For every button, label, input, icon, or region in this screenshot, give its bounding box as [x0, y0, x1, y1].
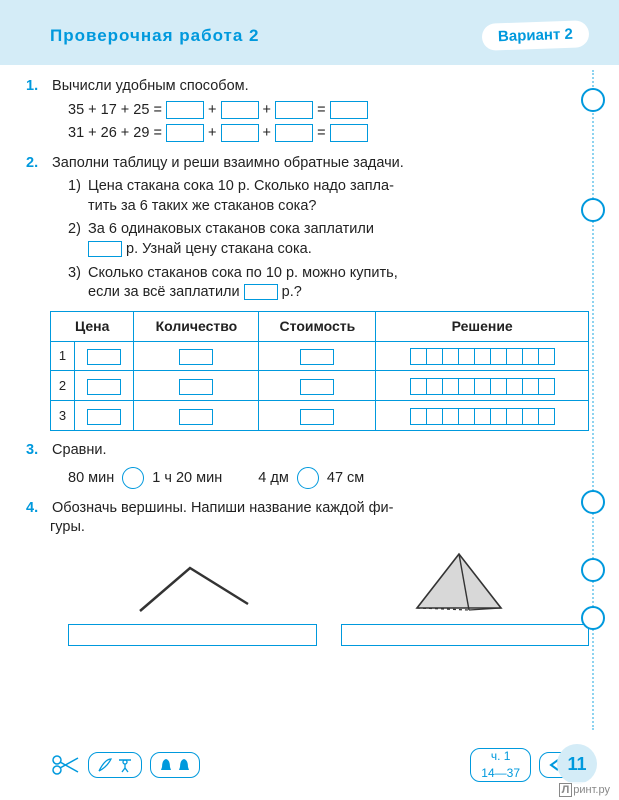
cell-blank[interactable] [300, 349, 334, 365]
answer-blank[interactable] [330, 101, 368, 119]
table-header-row: Цена Количество Стоимость Решение [51, 311, 589, 341]
figures-row [50, 546, 589, 618]
page-number: 11 [557, 744, 597, 784]
angle-figure [120, 556, 260, 618]
compare-line: 80 мин 1 ч 20 мин 4 дм 47 см [68, 467, 589, 489]
subtask-2: 2)За 6 одинаковых стаканов сока заплатил… [68, 220, 589, 259]
answer-blank[interactable] [275, 124, 313, 142]
answer-blank[interactable] [166, 124, 204, 142]
bell-icon [177, 757, 191, 773]
task-1: 1. Вычисли удобным способом. 35 + 17 + 2… [50, 77, 589, 144]
task-3: 3. Сравни. 80 мин 1 ч 20 мин 4 дм 47 см [50, 441, 589, 489]
answer-blank[interactable] [244, 284, 278, 300]
footer-pill-activity [88, 752, 142, 778]
col-qty: Количество [134, 311, 259, 341]
cell-blank[interactable] [87, 379, 121, 395]
cell-blank[interactable] [300, 409, 334, 425]
footer-icons: ч. 1 14—37 [50, 748, 589, 782]
solution-grid[interactable] [410, 348, 555, 365]
margin-decoration [579, 70, 607, 730]
figure-name-blank[interactable] [341, 624, 590, 646]
footer-book-ref: ч. 1 14—37 [470, 748, 531, 782]
task-text: Заполни таблицу и реши взаимно обратные … [52, 155, 404, 171]
subtask-1: 1)Цена стакана сока 10 р. Сколько надо з… [68, 177, 589, 216]
col-price: Цена [51, 311, 134, 341]
bell-icon [159, 757, 173, 773]
watermark: Лринт.ру [556, 782, 613, 798]
task-number: 3. [26, 441, 48, 461]
task-text: Вычисли удобным способом. [52, 78, 249, 94]
feather-icon [97, 757, 113, 773]
task-text: Сравни. [52, 442, 106, 458]
cell-blank[interactable] [300, 379, 334, 395]
cell-blank[interactable] [179, 409, 213, 425]
equation-line: 35 + 17 + 25 = + + = [68, 101, 589, 121]
table-row: 3 [51, 401, 589, 431]
task-number: 4. [26, 499, 48, 519]
variant-badge: Вариант 2 [482, 20, 590, 51]
equation-line: 31 + 26 + 29 = + + = [68, 124, 589, 144]
weightlift-icon [117, 757, 133, 773]
compare-circle[interactable] [122, 467, 144, 489]
answer-blank[interactable] [221, 124, 259, 142]
task-text: Обозначь вершины. Напиши название каждой… [52, 500, 393, 516]
task-4: 4. Обозначь вершины. Напиши название каж… [50, 499, 589, 646]
cell-blank[interactable] [87, 409, 121, 425]
cell-blank[interactable] [87, 349, 121, 365]
answer-blank[interactable] [221, 101, 259, 119]
task-number: 1. [26, 77, 48, 97]
compare-circle[interactable] [297, 467, 319, 489]
solution-grid[interactable] [410, 378, 555, 395]
footer-pill-bells [150, 752, 200, 778]
answer-blank[interactable] [88, 241, 122, 257]
task-2: 2. Заполни таблицу и реши взаимно обратн… [50, 154, 589, 432]
scissors-icon [50, 752, 80, 778]
col-cost: Стоимость [259, 311, 376, 341]
content-area: 1. Вычисли удобным способом. 35 + 17 + 2… [0, 65, 619, 666]
figure-name-blank[interactable] [68, 624, 317, 646]
answer-blank[interactable] [330, 124, 368, 142]
table-row: 2 [51, 371, 589, 401]
answer-blank[interactable] [275, 101, 313, 119]
header-band: Проверочная работа 2 Вариант 2 [0, 0, 619, 65]
col-solution: Решение [376, 311, 589, 341]
table-row: 1 [51, 341, 589, 371]
subtask-3: 3)Сколько стаканов сока по 10 р. можно к… [68, 264, 589, 303]
page-title: Проверочная работа 2 [50, 26, 260, 46]
task-number: 2. [26, 154, 48, 174]
answer-blank[interactable] [166, 101, 204, 119]
answer-boxes [68, 624, 589, 646]
cell-blank[interactable] [179, 349, 213, 365]
cell-blank[interactable] [179, 379, 213, 395]
pyramid-figure [399, 548, 519, 618]
price-table: Цена Количество Стоимость Решение 1 2 [50, 311, 589, 432]
solution-grid[interactable] [410, 408, 555, 425]
